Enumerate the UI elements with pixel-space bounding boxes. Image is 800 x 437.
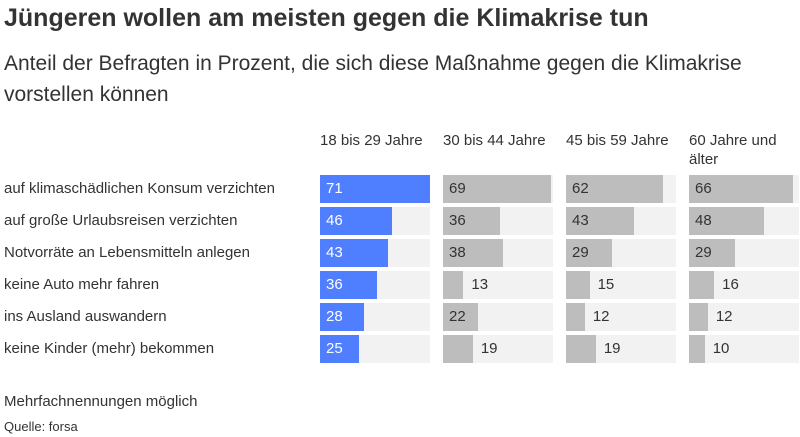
bar (566, 303, 585, 331)
data-label: 29 (695, 244, 712, 261)
data-label: 62 (572, 180, 589, 197)
bar-track: 25 (320, 335, 430, 363)
data-label: 48 (695, 212, 712, 229)
bar (320, 303, 364, 331)
source-note: Quelle: forsa (4, 419, 78, 434)
bar (566, 175, 664, 203)
data-label: 36 (449, 212, 466, 229)
row-label: Notvorräte an Lebensmitteln anlegen (4, 244, 250, 261)
data-label: 29 (572, 244, 589, 261)
bar-track: 28 (320, 303, 430, 331)
bar-track: 19 (443, 335, 553, 363)
data-label: 16 (722, 276, 739, 293)
bar-track: 69 (443, 175, 553, 203)
bar (689, 175, 793, 203)
data-label: 10 (712, 340, 730, 357)
series-header: 45 bis 59 Jahre (566, 132, 669, 149)
bar (689, 271, 715, 299)
bar (566, 239, 612, 267)
bar-track: 46 (320, 207, 430, 235)
bar-track: 15 (566, 271, 676, 299)
data-label: 19 (480, 340, 498, 357)
bar-track: 43 (566, 207, 676, 235)
bar-track: 38 (443, 239, 553, 267)
bar (320, 207, 393, 235)
footnote: Mehrfachnennungen möglich (4, 393, 198, 410)
bar-track: 16 (689, 271, 799, 299)
bar (320, 239, 388, 267)
data-label: 15 (597, 276, 615, 293)
data-label: 19 (603, 340, 621, 357)
bar (443, 335, 473, 363)
chart-subtitle: Anteil der Befragten in Prozent, die sic… (4, 52, 742, 106)
bar (320, 175, 430, 203)
bar (443, 239, 503, 267)
bar (443, 207, 500, 235)
bar (566, 335, 596, 363)
bar-track: 62 (566, 175, 676, 203)
data-label: 46 (326, 212, 343, 229)
data-label: 43 (326, 244, 343, 261)
data-label: 12 (715, 308, 733, 325)
data-label: 71 (326, 180, 343, 197)
row-label: ins Ausland auswandern (4, 308, 167, 325)
bar (689, 303, 708, 331)
bar-track: 13 (443, 271, 553, 299)
bar (566, 271, 590, 299)
data-label: 28 (326, 308, 343, 325)
bar-track: 48 (689, 207, 799, 235)
bar-track: 36 (320, 271, 430, 299)
data-label: 13 (471, 276, 489, 293)
bar (443, 175, 552, 203)
data-label: 43 (572, 212, 589, 229)
bar-track: 29 (689, 239, 799, 267)
data-label: 22 (449, 308, 466, 325)
bar-track: 66 (689, 175, 799, 203)
bar-track: 36 (443, 207, 553, 235)
bar (320, 271, 377, 299)
bar-track: 12 (689, 303, 799, 331)
series-header: 30 bis 44 Jahre (443, 132, 546, 149)
data-label: 12 (592, 308, 610, 325)
bar-track: 10 (689, 335, 799, 363)
data-label: 38 (449, 244, 466, 261)
bar-track: 43 (320, 239, 430, 267)
data-label: 66 (695, 180, 712, 197)
bar-track: 22 (443, 303, 553, 331)
series-header: 18 bis 29 Jahre (320, 132, 423, 149)
bar (566, 207, 634, 235)
bar (689, 335, 705, 363)
row-label: auf klimaschädlichen Konsum verzichten (4, 180, 275, 197)
series-header: 60 Jahre und älter (689, 132, 777, 168)
bar-track: 29 (566, 239, 676, 267)
bar (443, 303, 478, 331)
bar-track: 71 (320, 175, 430, 203)
bar (689, 239, 735, 267)
bar (443, 271, 464, 299)
bar (689, 207, 765, 235)
row-label: keine Auto mehr fahren (4, 276, 160, 293)
data-label: 25 (326, 340, 343, 357)
chart-title: Jüngeren wollen am meisten gegen die Kli… (4, 4, 649, 32)
data-label: 36 (326, 276, 343, 293)
row-label: keine Kinder (mehr) bekommen (4, 340, 215, 357)
row-label: auf große Urlaubsreisen verzichten (4, 212, 238, 229)
data-label: 69 (449, 180, 466, 197)
bar-track: 12 (566, 303, 676, 331)
bar (320, 335, 360, 363)
bar-track: 19 (566, 335, 676, 363)
